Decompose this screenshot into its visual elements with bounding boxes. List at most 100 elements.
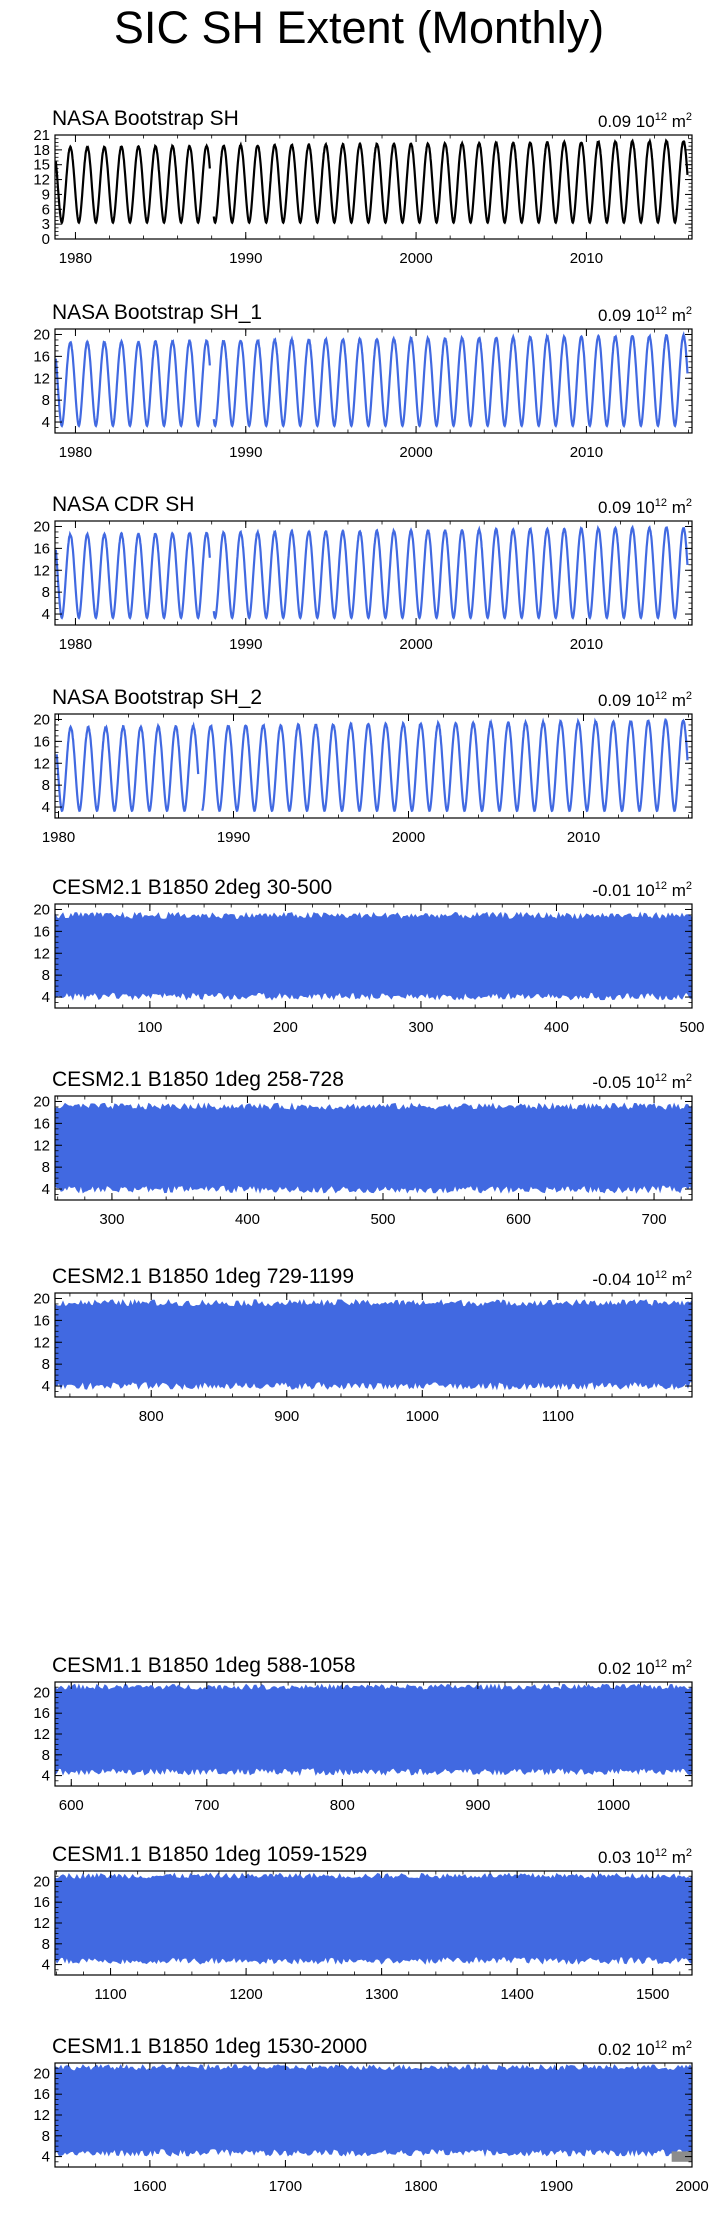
- panel-2: NASA Bootstrap SH_1 0.09 1012 m2481216201…: [33, 301, 693, 461]
- x-tick-label: 1000: [597, 1797, 630, 1814]
- x-tick-label: 800: [139, 1408, 164, 1425]
- x-tick-label: 2010: [570, 636, 603, 653]
- series-band: [55, 1872, 692, 1965]
- trend-label: -0.05 1012 m2: [592, 1072, 692, 1092]
- panel-title: CESM1.1 B1850 1deg 1530-2000: [52, 2035, 367, 2058]
- x-tick-label: 1400: [500, 1986, 533, 2003]
- panel-title: NASA Bootstrap SH: [52, 107, 239, 130]
- y-tick-label: 4: [42, 989, 50, 1006]
- y-tick-label: 20: [33, 518, 50, 535]
- trend-label: 0.09 1012 m2: [598, 497, 692, 517]
- x-tick-label: 2000: [392, 829, 425, 846]
- y-tick-label: 4: [42, 799, 50, 816]
- panel-title: NASA Bootstrap SH_2: [52, 686, 262, 709]
- x-tick-label: 1300: [365, 1986, 398, 2003]
- x-tick-label: 1900: [540, 2178, 573, 2195]
- plot-area: 4 8 12 16 20 1980 1990 2000 2010: [33, 711, 693, 846]
- x-tick-label: 600: [59, 1797, 84, 1814]
- x-tick-label: 500: [370, 1211, 395, 1228]
- series-line: [55, 137, 689, 225]
- panel-1: NASA Bootstrap SH 0.09 1012 m203691215182…: [33, 107, 693, 267]
- y-tick-label: 8: [42, 1356, 50, 1373]
- panel-9: CESM1.1 B1850 1deg 1059-1529 0.03 1012 m2…: [33, 1843, 693, 2003]
- x-tick-label: 200: [273, 1019, 298, 1036]
- x-tick-label: 1600: [133, 2178, 166, 2195]
- y-tick-label: 21: [33, 127, 50, 144]
- x-tick-label: 1000: [406, 1408, 439, 1425]
- page-title: SIC SH Extent (Monthly): [113, 2, 605, 53]
- x-tick-label: 1200: [229, 1986, 262, 2003]
- plot-area: 4 8 12 16 20 1980 1990 2000 2010: [33, 326, 693, 461]
- y-tick-label: 16: [33, 348, 50, 365]
- trend-label: 0.09 1012 m2: [598, 111, 692, 131]
- plot-frame: [54, 520, 693, 626]
- y-tick-label: 4: [42, 1181, 50, 1198]
- x-tick-label: 1700: [269, 2178, 302, 2195]
- plot-area: 4 8 12 16 20 100 200 300 400 500: [33, 901, 704, 1036]
- series-line: [55, 330, 689, 428]
- panel-title: NASA CDR SH: [52, 493, 194, 516]
- x-tick-label: 1500: [636, 1986, 669, 2003]
- series-band: [55, 1298, 692, 1391]
- y-tick-label: 16: [33, 1705, 50, 1722]
- gray-overlay: [671, 2151, 692, 2162]
- x-tick-label: 2000: [399, 636, 432, 653]
- plot-frame: [54, 903, 693, 1009]
- x-tick-label: 900: [274, 1408, 299, 1425]
- plot-area: 4 8 12 16 20 1100 1200 1300 1400 1500: [33, 1870, 693, 2003]
- y-tick-label: 18: [33, 142, 50, 159]
- y-tick-label: 12: [33, 1137, 50, 1154]
- x-tick-label: 1990: [217, 829, 250, 846]
- series-line: [55, 524, 689, 620]
- x-tick-label: 500: [679, 1019, 704, 1036]
- trend-label: 0.09 1012 m2: [598, 305, 692, 325]
- y-tick-label: 4: [42, 606, 50, 623]
- y-tick-label: 8: [42, 967, 50, 984]
- x-tick-label: 2010: [570, 250, 603, 267]
- x-tick-label: 2000: [675, 2178, 708, 2195]
- y-tick-label: 3: [42, 216, 50, 233]
- y-tick-label: 20: [33, 1873, 50, 1890]
- x-tick-label: 2000: [399, 444, 432, 461]
- x-tick-label: 300: [99, 1211, 124, 1228]
- y-tick-label: 4: [42, 1378, 50, 1395]
- panel-title: CESM2.1 B1850 1deg 258-728: [52, 1068, 344, 1091]
- x-tick-label: 1980: [59, 636, 92, 653]
- y-tick-label: 20: [33, 1684, 50, 1701]
- x-tick-label: 600: [506, 1211, 531, 1228]
- x-tick-label: 700: [642, 1211, 667, 1228]
- y-tick-label: 9: [42, 186, 50, 203]
- y-tick-label: 8: [42, 392, 50, 409]
- y-tick-label: 15: [33, 157, 50, 174]
- x-tick-label: 300: [408, 1019, 433, 1036]
- x-tick-label: 2010: [570, 444, 603, 461]
- trend-label: -0.01 1012 m2: [592, 880, 692, 900]
- series-band: [55, 1102, 692, 1194]
- y-tick-label: 12: [33, 370, 50, 387]
- y-tick-label: 16: [33, 1115, 50, 1132]
- y-tick-label: 20: [33, 711, 50, 728]
- y-tick-label: 12: [33, 755, 50, 772]
- plot-frame: [54, 1292, 693, 1398]
- panel-title: CESM1.1 B1850 1deg 588-1058: [52, 1654, 356, 1677]
- trend-label: 0.03 1012 m2: [598, 1847, 692, 1867]
- y-tick-label: 16: [33, 540, 50, 557]
- y-tick-label: 12: [33, 945, 50, 962]
- x-tick-label: 1990: [229, 636, 262, 653]
- y-tick-label: 12: [33, 1915, 50, 1932]
- panel-title: CESM2.1 B1850 1deg 729-1199: [52, 1265, 354, 1288]
- plot-frame: [54, 1095, 693, 1201]
- plot-frame: [54, 328, 693, 434]
- x-tick-label: 1980: [42, 829, 75, 846]
- x-tick-label: 400: [544, 1019, 569, 1036]
- y-tick-label: 4: [42, 1957, 50, 1974]
- x-tick-label: 1100: [94, 1986, 126, 2003]
- y-tick-label: 8: [42, 777, 50, 794]
- y-tick-label: 16: [33, 733, 50, 750]
- y-tick-label: 12: [33, 562, 50, 579]
- panel-title: NASA Bootstrap SH_1: [52, 301, 262, 324]
- y-tick-label: 8: [42, 584, 50, 601]
- x-tick-label: 1980: [59, 444, 92, 461]
